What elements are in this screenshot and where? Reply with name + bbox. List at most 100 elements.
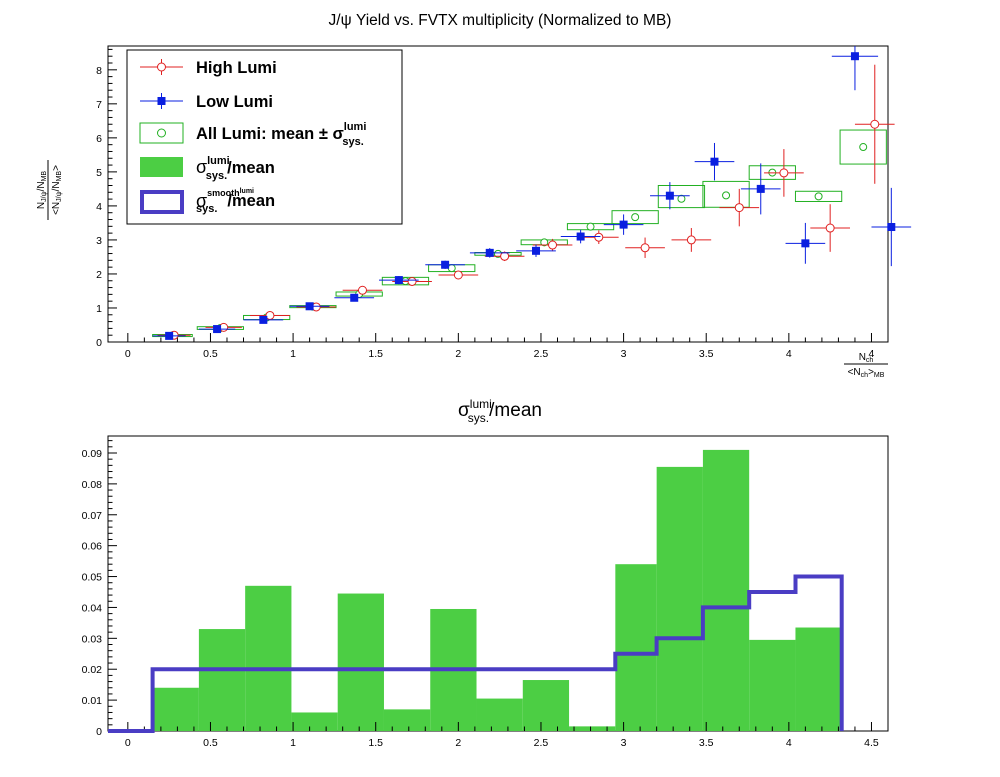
histogram-bar (656, 466, 703, 731)
point-low-lumi (334, 293, 375, 302)
high-lumi-marker (640, 243, 650, 253)
all-lumi-marker (631, 213, 640, 222)
point-high-lumi (296, 302, 337, 312)
point-low-lumi (694, 142, 735, 181)
histogram-bar (795, 627, 842, 731)
point-low-lumi (560, 229, 601, 244)
bottom-y-tick-label: 0.01 (82, 695, 103, 707)
bottom-x-tick-label: 2.5 (534, 737, 549, 749)
point-all-lumi (839, 129, 887, 165)
point-high-lumi (438, 270, 479, 280)
low-lumi-marker (350, 293, 359, 302)
point-all-lumi (520, 238, 568, 247)
point-low-lumi (785, 222, 826, 264)
top-x-axis-label: Nch <Nch>MB (844, 352, 888, 379)
low-lumi-marker (485, 248, 494, 257)
low-lumi-marker (165, 331, 174, 340)
histogram-bar (749, 639, 796, 731)
bottom-y-tick-label: 0.05 (82, 572, 103, 584)
low-lumi-marker (756, 184, 765, 193)
all-lumi-marker (814, 192, 823, 201)
high-lumi-marker (870, 119, 880, 129)
all-lumi-marker (586, 222, 595, 231)
legend-entry-smooth-sigma-over-mean: σsmoothlumi sys./mean (140, 188, 275, 215)
y-label-denominator: <NJ/ψ/NMB> (51, 165, 63, 215)
histogram-bar (615, 564, 657, 731)
bottom-x-tick-label: 1 (290, 737, 296, 749)
legend: High Lumi Low Lumi All Lumi: mean ± σlum… (126, 49, 403, 225)
all-lumi-sys-box (839, 129, 887, 165)
point-low-lumi (871, 187, 912, 267)
legend-entry-sigma-over-mean: σlumi sys./mean (140, 155, 275, 182)
legend-entry-high-lumi: High Lumi (140, 59, 277, 77)
histogram-bar (291, 712, 338, 731)
bottom-plot-area: 0 0.5 1 1.5 2 2.5 3 3.5 4 4.5 0 0.01 0.02 0.03 0.04 0.0… (82, 435, 889, 749)
legend-label-smooth-sigma: σsmoothlumi sys./mean (196, 188, 275, 215)
legend-entry-low-lumi: Low Lumi (140, 93, 273, 111)
top-panel: J/ψ Yield vs. FVTX multiplicity (Normali… (36, 12, 912, 379)
point-high-lumi (578, 230, 619, 245)
histogram-bar (522, 680, 570, 731)
point-all-lumi (702, 180, 750, 208)
bottom-x-tick-label: 2 (455, 737, 461, 749)
legend-marker-low-lumi (140, 93, 183, 109)
top-x-tick-label: 1.5 (368, 348, 383, 360)
y-label-numerator: NJ/ψ/NMB (36, 171, 48, 210)
bottom-y-tick-label: 0.02 (82, 664, 103, 676)
point-low-lumi (469, 248, 510, 258)
legend-box (126, 49, 403, 225)
histogram-bar (383, 709, 431, 731)
low-lumi-marker (665, 191, 674, 200)
point-all-lumi (566, 222, 615, 231)
point-low-lumi (831, 46, 879, 91)
legend-marker-sigma-over-mean (140, 157, 183, 177)
legend-entry-all-lumi: All Lumi: mean ± σlumi sys. (139, 121, 366, 148)
legend-label-high-lumi: High Lumi (196, 59, 277, 77)
top-y-tick-label: 8 (96, 65, 102, 77)
top-x-tick-label: 4 (869, 348, 875, 360)
high-lumi-marker (407, 276, 417, 286)
point-all-lumi (794, 190, 843, 202)
histogram-bar (337, 593, 384, 731)
all-lumi-marker (677, 194, 686, 203)
histogram-bar (245, 585, 292, 731)
bottom-x-tick-label: 4 (786, 737, 792, 749)
bottom-x-tick-label: 3.5 (699, 737, 714, 749)
top-x-tick-label: 3 (621, 348, 627, 360)
bottom-y-tick-label: 0.08 (82, 479, 103, 491)
top-x-tick-label: 2.5 (534, 348, 549, 360)
histogram-bar (198, 629, 246, 731)
histogram-bar (702, 449, 750, 731)
low-lumi-marker (259, 315, 268, 324)
all-lumi-sys-box (794, 190, 843, 202)
point-all-lumi (611, 210, 659, 225)
high-lumi-marker (686, 235, 696, 245)
top-x-tick-label: 1 (290, 348, 296, 360)
point-high-lumi (719, 188, 760, 227)
point-high-lumi (250, 310, 290, 320)
low-lumi-marker (576, 232, 585, 241)
low-lumi-marker (213, 325, 222, 334)
bottom-x-tick-label: 0 (125, 737, 131, 749)
legend-label-all-lumi: All Lumi: mean ± σlumi sys. (196, 121, 366, 148)
point-high-lumi (342, 285, 383, 295)
low-lumi-marker (394, 276, 403, 285)
bottom-panel: σlumi sys./mean 0 0.5 1 1.5 2 2.5 3 3.5 4 4.5 0 0.01… (82, 397, 889, 749)
point-all-lumi (657, 184, 706, 209)
top-frame (107, 45, 889, 343)
histogram-bar (476, 698, 523, 731)
low-lumi-marker (441, 260, 450, 269)
low-lumi-marker (887, 223, 896, 232)
high-lumi-marker (825, 223, 835, 233)
bottom-y-tick-label: 0.03 (82, 633, 103, 645)
point-high-lumi (205, 322, 242, 332)
all-lumi-marker (722, 191, 731, 200)
point-high-lumi (810, 204, 850, 252)
bottom-y-tick-label: 0.06 (82, 541, 103, 553)
high-lumi-marker (453, 270, 463, 280)
point-low-lumi (650, 182, 690, 210)
bottom-y-tick-label: 0.09 (82, 448, 103, 460)
x-label-numerator: Nch (859, 352, 874, 364)
point-high-lumi (532, 238, 573, 252)
point-low-lumi (289, 302, 330, 311)
